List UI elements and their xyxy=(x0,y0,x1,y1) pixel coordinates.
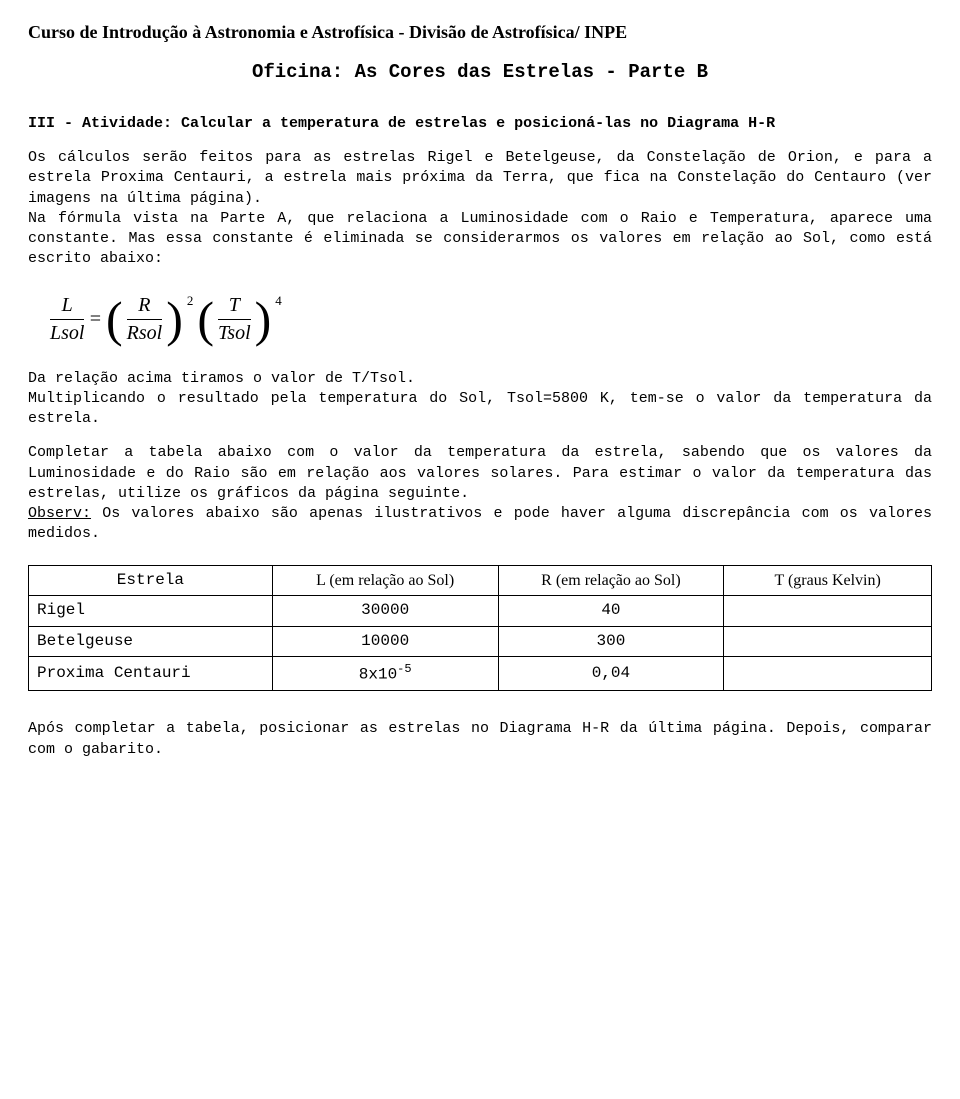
table-row: Proxima Centauri 8x10-5 0,04 xyxy=(29,657,932,691)
star-data-table: Estrela L (em relação ao Sol) R (em rela… xyxy=(28,565,932,692)
paren-r-1: ) xyxy=(164,292,185,347)
paren-l-1: ( xyxy=(104,292,125,347)
obs-text: Os valores abaixo são apenas ilustrativo… xyxy=(28,505,932,542)
th-estrela: Estrela xyxy=(29,565,273,596)
paragraph-relation: Da relação acima tiramos o valor de T/Ts… xyxy=(28,369,932,430)
paragraph-relation-b: Multiplicando o resultado pela temperatu… xyxy=(28,390,932,427)
th-r: R (em relação ao Sol) xyxy=(498,565,724,596)
paragraph-instructions: Completar a tabela abaixo com o valor da… xyxy=(28,443,932,544)
paragraph-instructions-text: Completar a tabela abaixo com o valor da… xyxy=(28,444,932,502)
paragraph-closing: Após completar a tabela, posicionar as e… xyxy=(28,719,932,760)
cell-r-2: 0,04 xyxy=(498,657,724,691)
paragraph-intro: Os cálculos serão feitos para as estrela… xyxy=(28,148,932,270)
luminosity-formula: L Lsol = ( R Rsol ) 2 ( T Tsol ) 4 xyxy=(48,292,932,347)
table-row: Betelgeuse 10000 300 xyxy=(29,626,932,657)
formula-exp-2: 2 xyxy=(185,292,196,347)
formula-t-num: T xyxy=(218,292,251,320)
formula-exp-4: 4 xyxy=(273,292,284,347)
table-header-row: Estrela L (em relação ao Sol) R (em rela… xyxy=(29,565,932,596)
cell-l-2-exp: -5 xyxy=(397,662,411,676)
cell-r-0: 40 xyxy=(498,596,724,627)
course-header: Curso de Introdução à Astronomia e Astro… xyxy=(28,20,932,44)
paren-l-2: ( xyxy=(195,292,216,347)
paragraph-intro-text-2: Na fórmula vista na Parte A, que relacio… xyxy=(28,210,932,268)
section-header: III - Atividade: Calcular a temperatura … xyxy=(28,114,932,134)
cell-r-1: 300 xyxy=(498,626,724,657)
formula-t-den: Tsol xyxy=(218,320,251,347)
workshop-title: Oficina: As Cores das Estrelas - Parte B xyxy=(28,60,932,86)
cell-l-2: 8x10-5 xyxy=(272,657,498,691)
th-l: L (em relação ao Sol) xyxy=(272,565,498,596)
formula-r-den: Rsol xyxy=(127,320,163,347)
cell-l-1: 10000 xyxy=(272,626,498,657)
cell-name-2: Proxima Centauri xyxy=(29,657,273,691)
formula-r-num: R xyxy=(127,292,163,320)
cell-t-2[interactable] xyxy=(724,657,932,691)
cell-t-0[interactable] xyxy=(724,596,932,627)
paragraph-intro-text-1: Os cálculos serão feitos para as estrela… xyxy=(28,149,932,207)
formula-l-num: L xyxy=(50,292,84,320)
cell-name-0: Rigel xyxy=(29,596,273,627)
table-row: Rigel 30000 40 xyxy=(29,596,932,627)
cell-t-1[interactable] xyxy=(724,626,932,657)
formula-l-den: Lsol xyxy=(50,320,84,347)
paren-r-2: ) xyxy=(253,292,274,347)
obs-label: Observ: xyxy=(28,505,91,522)
cell-l-2-base: 8x10 xyxy=(359,666,397,684)
cell-name-1: Betelgeuse xyxy=(29,626,273,657)
cell-l-0: 30000 xyxy=(272,596,498,627)
formula-equals: = xyxy=(86,292,104,347)
th-t: T (graus Kelvin) xyxy=(724,565,932,596)
paragraph-relation-a: Da relação acima tiramos o valor de T/Ts… xyxy=(28,370,415,387)
